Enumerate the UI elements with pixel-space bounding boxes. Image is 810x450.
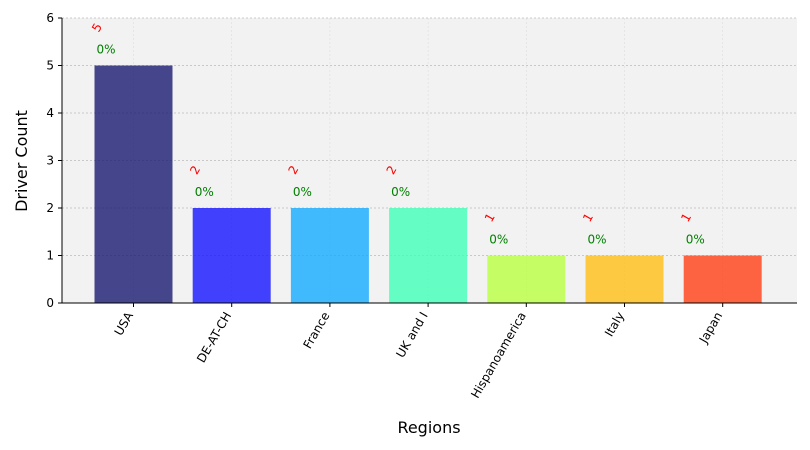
bar-percent-label: 0% [489,233,508,247]
bar-percent-label: 0% [195,185,214,199]
bar-percent-label: 0% [97,43,116,57]
x-tick-label: UK and I [393,310,430,361]
y-tick-label: 3 [46,154,54,168]
bar-percent-label: 0% [293,185,312,199]
y-axis-title: Driver Count [12,110,31,212]
x-axis-title: Regions [397,418,460,437]
y-ticks: 0 1 2 3 4 5 6 [46,11,62,310]
bar-percent-label: 0% [588,233,607,247]
y-tick-label: 5 [46,59,54,73]
bar [192,208,271,303]
bar [487,255,566,303]
x-tick-label: France [300,310,332,352]
y-tick-label: 0 [46,296,54,310]
bar [585,255,664,303]
y-tick-label: 2 [46,201,54,215]
x-tick-label: Hispanoamerica [468,310,529,401]
bar [290,208,369,303]
x-tick-label: Japan [696,310,725,347]
bars [94,65,762,303]
x-tick-label: Italy [602,310,627,340]
bar [389,208,468,303]
bar-percent-label: 0% [391,185,410,199]
x-tick-label: USA [112,309,137,338]
bar-percent-label: 0% [686,233,705,247]
x-tick-label: DE-AT-CH [194,310,234,366]
bar [683,255,762,303]
y-tick-label: 6 [46,11,54,25]
y-tick-label: 1 [46,249,54,263]
bar [94,65,173,303]
y-tick-label: 4 [46,106,54,120]
x-ticks: USA DE-AT-CH France UK and I Hispanoamerica I… [112,303,725,401]
